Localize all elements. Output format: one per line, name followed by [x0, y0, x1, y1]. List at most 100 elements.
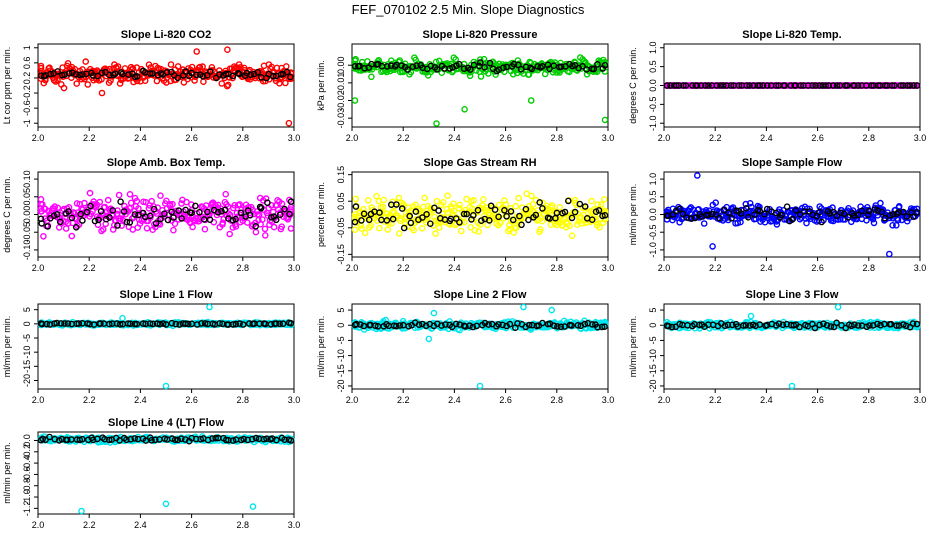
reference-point	[184, 320, 192, 328]
reference-point	[477, 217, 485, 224]
data-point	[282, 79, 289, 87]
data-point	[249, 503, 257, 510]
reference-point	[148, 436, 155, 444]
reference-point	[601, 323, 608, 331]
reference-point	[47, 70, 54, 78]
x-tick-label: 2.2	[709, 395, 722, 405]
reference-point	[568, 322, 575, 329]
reference-point	[407, 219, 415, 227]
data-point	[364, 197, 372, 204]
y-tick-label: 0.0	[648, 79, 658, 92]
reference-point	[495, 213, 502, 221]
reference-point	[904, 82, 911, 89]
reference-point	[182, 68, 189, 75]
reference-point	[903, 213, 911, 220]
y-axis-label: degrees C per min.	[2, 176, 12, 253]
data-point	[255, 211, 263, 218]
reference-point	[46, 433, 53, 441]
data-point	[376, 224, 383, 232]
reference-point	[232, 215, 239, 223]
reference-point	[900, 208, 907, 216]
y-axis-label: Lt cor ppm per min.	[2, 47, 12, 125]
reference-point	[554, 323, 561, 330]
data-point	[143, 224, 151, 232]
data-point	[248, 222, 256, 230]
reference-point	[38, 320, 46, 328]
reference-point	[756, 321, 764, 328]
reference-point	[837, 209, 844, 217]
data-point	[285, 196, 293, 204]
data-point	[455, 204, 463, 212]
y-tick-label: -1	[22, 119, 32, 127]
data-point	[201, 225, 209, 233]
reference-point	[235, 70, 243, 78]
reference-point	[460, 65, 468, 72]
data-point	[127, 199, 135, 207]
y-tick-label: -15	[22, 360, 32, 373]
reference-point	[270, 72, 277, 80]
reference-point	[571, 208, 579, 216]
data-point	[240, 64, 248, 72]
reference-point	[532, 211, 540, 219]
reference-point	[114, 222, 121, 229]
y-tick-label: -0.5	[648, 97, 658, 113]
data-point	[133, 197, 141, 205]
data-point	[513, 224, 520, 231]
reference-point	[94, 72, 101, 80]
reference-point	[206, 216, 214, 223]
y-tick-label: 0.0	[648, 208, 658, 221]
y-tick-label: 0.00	[22, 206, 32, 224]
reference-point	[177, 435, 185, 443]
y-tick-label: -0.01	[336, 73, 346, 94]
data-point	[219, 219, 227, 226]
reference-point	[234, 69, 242, 77]
reference-point	[131, 435, 138, 442]
x-tick-label: 2.8	[551, 133, 564, 143]
data-point	[803, 219, 810, 227]
data-point	[162, 382, 170, 390]
reference-point	[256, 320, 263, 328]
data-point	[773, 218, 780, 225]
reference-point	[697, 82, 705, 89]
data-point	[886, 250, 893, 258]
reference-point	[97, 320, 104, 327]
x-tick-label: 2.8	[237, 263, 250, 273]
reference-point	[804, 82, 812, 89]
y-tick-label: -0.6	[22, 467, 32, 483]
data-point	[480, 196, 487, 203]
reference-point	[460, 210, 468, 218]
reference-point	[466, 322, 473, 330]
reference-point	[152, 220, 160, 227]
data-point	[82, 58, 89, 65]
reference-point	[744, 213, 752, 221]
data-point	[226, 230, 233, 238]
reference-point	[676, 320, 684, 328]
data-point	[224, 46, 231, 54]
data-point	[361, 229, 369, 237]
plot-frame	[351, 43, 609, 128]
data-point	[232, 223, 240, 230]
x-tick-label: 2.0	[32, 395, 45, 405]
reference-point	[495, 321, 502, 328]
reference-point	[743, 82, 751, 89]
reference-point	[717, 82, 724, 89]
x-tick-label: 2.2	[397, 395, 410, 405]
reference-point	[840, 210, 848, 217]
reference-point	[682, 82, 690, 89]
reference-point	[874, 207, 882, 214]
data-point	[395, 230, 403, 237]
reference-point	[182, 320, 189, 328]
data-point	[217, 210, 225, 218]
reference-point	[133, 73, 141, 80]
reference-point	[360, 210, 368, 218]
data-point	[119, 314, 126, 322]
y-axis-label: percent per min.	[316, 182, 326, 247]
y-axis-label: kPa per min.	[316, 60, 326, 111]
data-point	[170, 226, 177, 234]
data-point	[40, 232, 47, 240]
reference-point	[796, 211, 804, 218]
reference-point	[433, 66, 441, 73]
reference-point	[568, 214, 576, 222]
data-point	[278, 223, 286, 230]
data-point	[889, 221, 896, 229]
